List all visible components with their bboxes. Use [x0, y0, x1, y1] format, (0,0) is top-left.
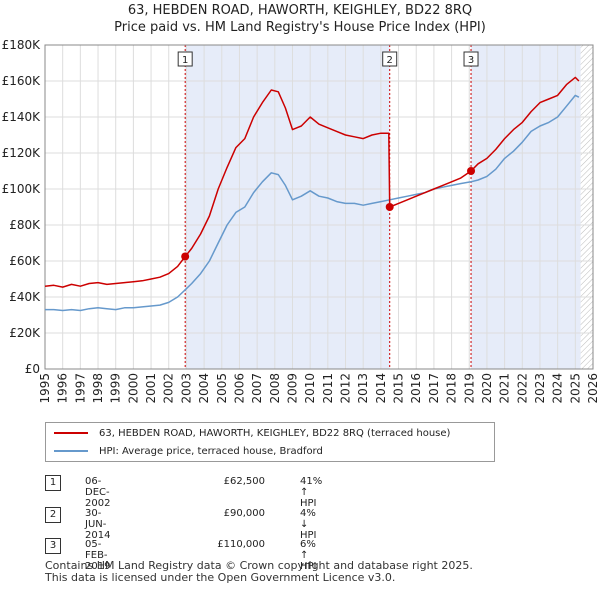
legend-item-hpi: HPI: Average price, terraced house, Brad… [54, 443, 323, 459]
x-tick-label: 2025 [568, 373, 582, 404]
ownership-shade [471, 45, 581, 369]
x-tick-label: 2003 [179, 373, 193, 404]
property-series-line [44, 76, 580, 288]
x-tick-label: 2006 [232, 373, 246, 404]
legend-item-property: 63, HEBDEN ROAD, HAWORTH, KEIGHLEY, BD22… [54, 425, 450, 441]
transaction-date: 06-DEC-2002 [85, 476, 111, 509]
footer-attribution: Contains HM Land Registry data © Crown c… [45, 560, 473, 584]
x-tick-label: 1998 [91, 373, 105, 404]
x-tick-label: 2008 [268, 373, 282, 404]
x-tick-label: 2021 [498, 373, 512, 404]
x-tick-label: 1995 [38, 373, 52, 404]
y-tick-label: £0 [25, 362, 40, 376]
transaction-hpi: 41% ↑ HPI [300, 476, 323, 509]
transaction-date: 30-JUN-2014 [85, 508, 111, 541]
x-tick-label: 2007 [250, 373, 264, 404]
x-tick-label: 1997 [73, 373, 87, 404]
title-line-1: 63, HEBDEN ROAD, HAWORTH, KEIGHLEY, BD22… [127, 3, 473, 18]
price-chart: 1 2 3 £0 £20K £40K £60K £80K £100K £120K £140K £160… [2, 38, 600, 404]
marker-label-box [382, 51, 398, 67]
y-tick-label: £180K [2, 38, 42, 52]
x-tick-label: 2010 [303, 373, 317, 404]
y-tick-label: £40K [9, 290, 41, 304]
legend-property-label: 63, HEBDEN ROAD, HAWORTH, KEIGHLEY, BD22… [99, 427, 451, 439]
hpi-series-line [45, 94, 580, 312]
transaction-point [181, 252, 190, 261]
x-tick-label: 2005 [215, 373, 229, 404]
x-tick-label: 2004 [197, 373, 211, 404]
x-tick-label: 2001 [144, 373, 158, 404]
x-tick-label: 2024 [551, 373, 565, 404]
transaction-number: 3 [45, 538, 61, 554]
marker-label-box [463, 51, 479, 67]
marker-label: 3 [468, 55, 474, 66]
transaction-hpi: 4% ↓ HPI [300, 508, 317, 541]
chart-title: 63, HEBDEN ROAD, HAWORTH, KEIGHLEY, BD22… [0, 2, 600, 36]
x-tick-label: 2026 [586, 373, 600, 404]
hpi-line-swatch [54, 450, 88, 452]
footer-line-2: This data is licensed under the Open Gov… [45, 571, 396, 584]
y-tick-label: £60K [9, 254, 41, 268]
x-tick-label: 1996 [56, 373, 70, 404]
transaction-price: £90,000 [223, 508, 265, 519]
x-tick-label: 2002 [162, 373, 176, 404]
ownership-shade [185, 45, 390, 369]
footer-line-1: Contains HM Land Registry data © Crown c… [45, 559, 473, 572]
marker-label: 2 [387, 55, 393, 66]
x-tick-label: 2013 [356, 373, 370, 404]
y-tick-label: £120K [2, 146, 42, 160]
x-tick-label: 2022 [515, 373, 529, 404]
x-tick-label: 2014 [374, 373, 388, 404]
x-tick-label: 2018 [445, 373, 459, 404]
transaction-number: 2 [45, 507, 61, 523]
transaction-number: 1 [45, 475, 61, 491]
x-tick-label: 2000 [126, 373, 140, 404]
x-tick-label: 2012 [339, 373, 353, 404]
transaction-date: 05-FEB-2019 [85, 539, 111, 572]
plot-border [44, 44, 594, 370]
x-tick-label: 2009 [285, 373, 299, 404]
y-tick-label: £160K [2, 74, 42, 88]
transaction-point [385, 203, 394, 211]
chart-legend: 63, HEBDEN ROAD, HAWORTH, KEIGHLEY, BD22… [45, 422, 495, 462]
transaction-price: £62,500 [223, 476, 265, 487]
y-tick-label: £100K [2, 182, 42, 196]
transaction-hpi: 6% ↑ HPI [300, 539, 317, 572]
legend-hpi-label: HPI: Average price, terraced house, Brad… [99, 445, 323, 457]
y-tick-label: £140K [2, 110, 42, 124]
marker-label: 1 [182, 55, 188, 66]
title-line-2: Price paid vs. HM Land Registry's House … [114, 20, 486, 35]
x-tick-label: 2023 [533, 373, 547, 404]
x-tick-label: 1999 [109, 373, 123, 404]
future-hatch [580, 45, 593, 369]
x-tick-label: 2017 [427, 373, 441, 404]
x-tick-label: 2015 [392, 373, 406, 404]
x-tick-label: 2016 [409, 373, 423, 404]
y-tick-label: £20K [9, 326, 41, 340]
x-tick-label: 2020 [480, 373, 494, 404]
marker-label-box [177, 51, 193, 67]
x-tick-label: 2019 [462, 373, 476, 404]
property-line-swatch [54, 432, 88, 434]
x-tick-label: 2011 [321, 373, 335, 404]
y-tick-label: £80K [9, 218, 41, 232]
transaction-price: £110,000 [217, 539, 265, 550]
transaction-point [467, 167, 476, 175]
